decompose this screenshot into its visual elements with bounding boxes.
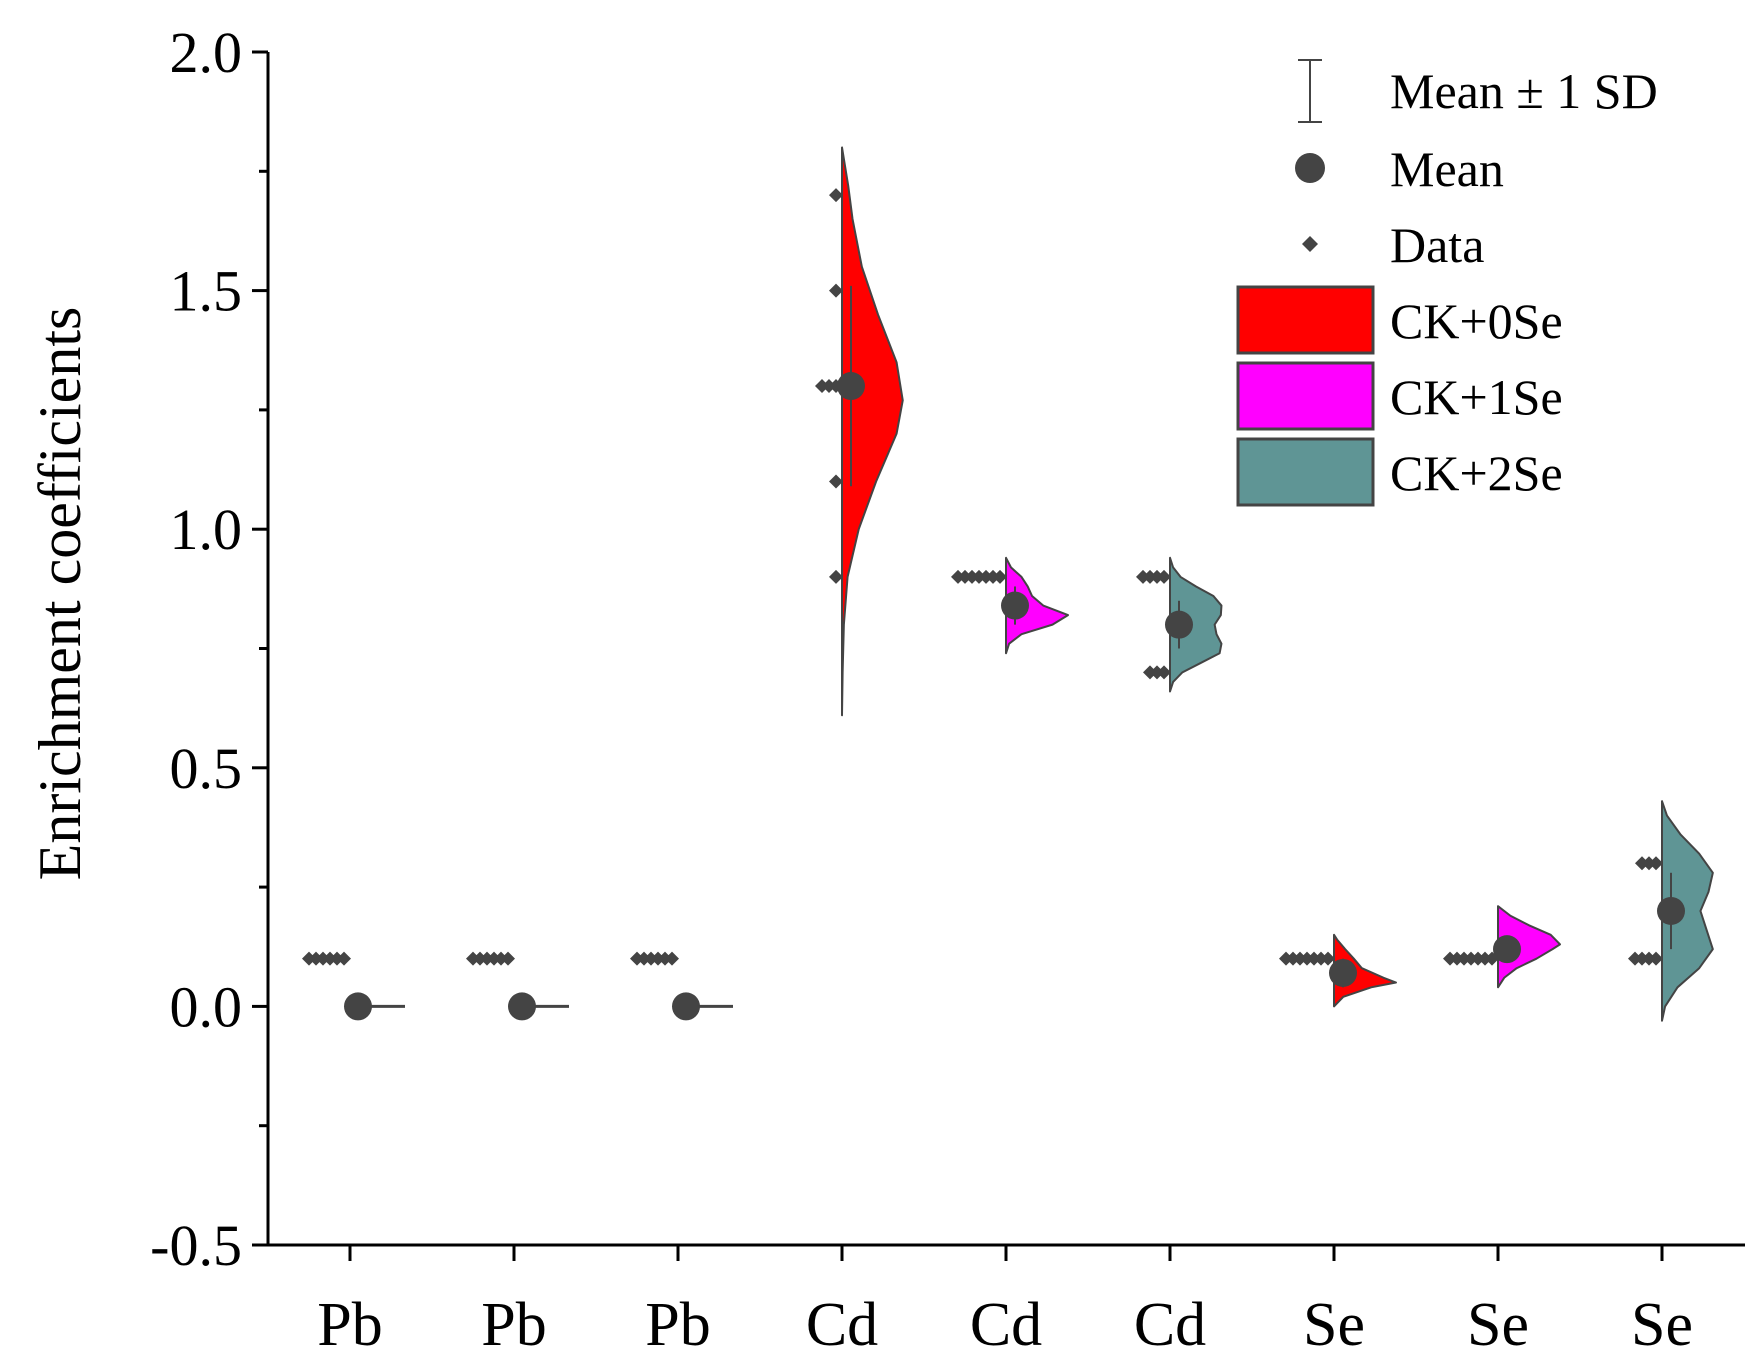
mean-marker: [344, 992, 372, 1021]
y-tick-label: 2.0: [170, 20, 243, 85]
mean-marker: [672, 992, 700, 1021]
violin-shape: [1005, 556, 1069, 655]
legend-mean-icon: [1295, 153, 1325, 183]
mean-marker: [1001, 591, 1029, 620]
y-tick-label: 0.5: [170, 736, 243, 801]
data-point: [1628, 951, 1642, 966]
x-tick-label: Cd: [1134, 1291, 1206, 1359]
x-tick-label: Pb: [481, 1291, 546, 1359]
x-tick-label: Se: [1631, 1291, 1693, 1359]
legend-series-label: CK+1Se: [1390, 369, 1563, 425]
data-point: [1279, 951, 1293, 966]
data-point: [829, 283, 843, 298]
legend-series-entry: CK+0Se: [1236, 285, 1563, 355]
data-point: [1443, 951, 1457, 966]
legend-series-label: CK+2Se: [1390, 445, 1563, 501]
x-tick-label: Cd: [970, 1291, 1042, 1359]
data-point: [829, 474, 843, 489]
legend-sd-entry: Mean ± 1 SD: [1298, 59, 1658, 123]
legend-mean-label: Mean: [1390, 141, 1504, 197]
mean-marker: [508, 992, 536, 1021]
x-tick-label: Pb: [645, 1291, 710, 1359]
mean-marker: [1329, 958, 1357, 987]
mean-marker: [837, 372, 865, 401]
legend-mean-entry: Mean: [1295, 141, 1504, 197]
data-point: [1143, 665, 1157, 680]
x-tick-label: Se: [1303, 1291, 1365, 1359]
violin-shape: [1497, 905, 1561, 989]
legend-data-icon: [1302, 236, 1318, 252]
mean-marker: [1657, 896, 1685, 925]
y-tick-label: 0.0: [170, 974, 243, 1039]
mean-marker: [1493, 935, 1521, 964]
y-axis-title: Enrichment coefficients: [27, 307, 93, 881]
data-point: [1635, 856, 1649, 871]
data-point: [815, 379, 829, 394]
data-point: [302, 951, 316, 966]
mean-marker: [1165, 610, 1193, 639]
legend-series-swatch: [1236, 437, 1375, 507]
y-tick-label: 1.0: [170, 497, 243, 562]
violin-shape: [1169, 556, 1223, 693]
legend-series-label: CK+0Se: [1390, 293, 1563, 349]
data-point: [829, 188, 843, 203]
legend-data-label: Data: [1390, 217, 1484, 273]
data-point: [466, 951, 480, 966]
data-point: [829, 569, 843, 584]
legend-series-entry: CK+1Se: [1236, 361, 1563, 431]
y-tick-label: -0.5: [150, 1213, 242, 1278]
data-point: [951, 569, 965, 584]
violin-shape: [1661, 800, 1714, 1022]
legend-series-swatch: [1236, 285, 1375, 355]
legend-series-entry: CK+2Se: [1236, 437, 1563, 507]
x-tick-label: Cd: [806, 1291, 878, 1359]
legend-data-entry: Data: [1302, 217, 1484, 273]
data-point: [630, 951, 644, 966]
legend-sd-label: Mean ± 1 SD: [1390, 63, 1658, 119]
data-point: [1136, 569, 1150, 584]
x-tick-label: Pb: [317, 1291, 382, 1359]
violin-shape: [841, 146, 904, 717]
y-tick-label: 1.5: [170, 259, 243, 324]
x-tick-label: Se: [1467, 1291, 1529, 1359]
violin-shape: [1333, 933, 1397, 1008]
legend-series-swatch: [1236, 361, 1375, 431]
